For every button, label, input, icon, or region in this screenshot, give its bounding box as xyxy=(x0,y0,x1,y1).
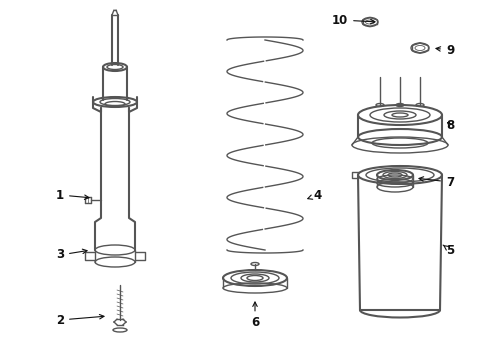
Text: 4: 4 xyxy=(308,189,322,202)
Text: 1: 1 xyxy=(56,189,89,202)
Text: 9: 9 xyxy=(436,44,454,57)
Text: 5: 5 xyxy=(443,243,454,257)
Text: 10: 10 xyxy=(332,14,375,27)
Text: 8: 8 xyxy=(446,118,454,131)
Text: 3: 3 xyxy=(56,248,87,261)
Text: 7: 7 xyxy=(419,176,454,189)
Text: 6: 6 xyxy=(251,302,259,329)
Text: 2: 2 xyxy=(56,314,104,327)
